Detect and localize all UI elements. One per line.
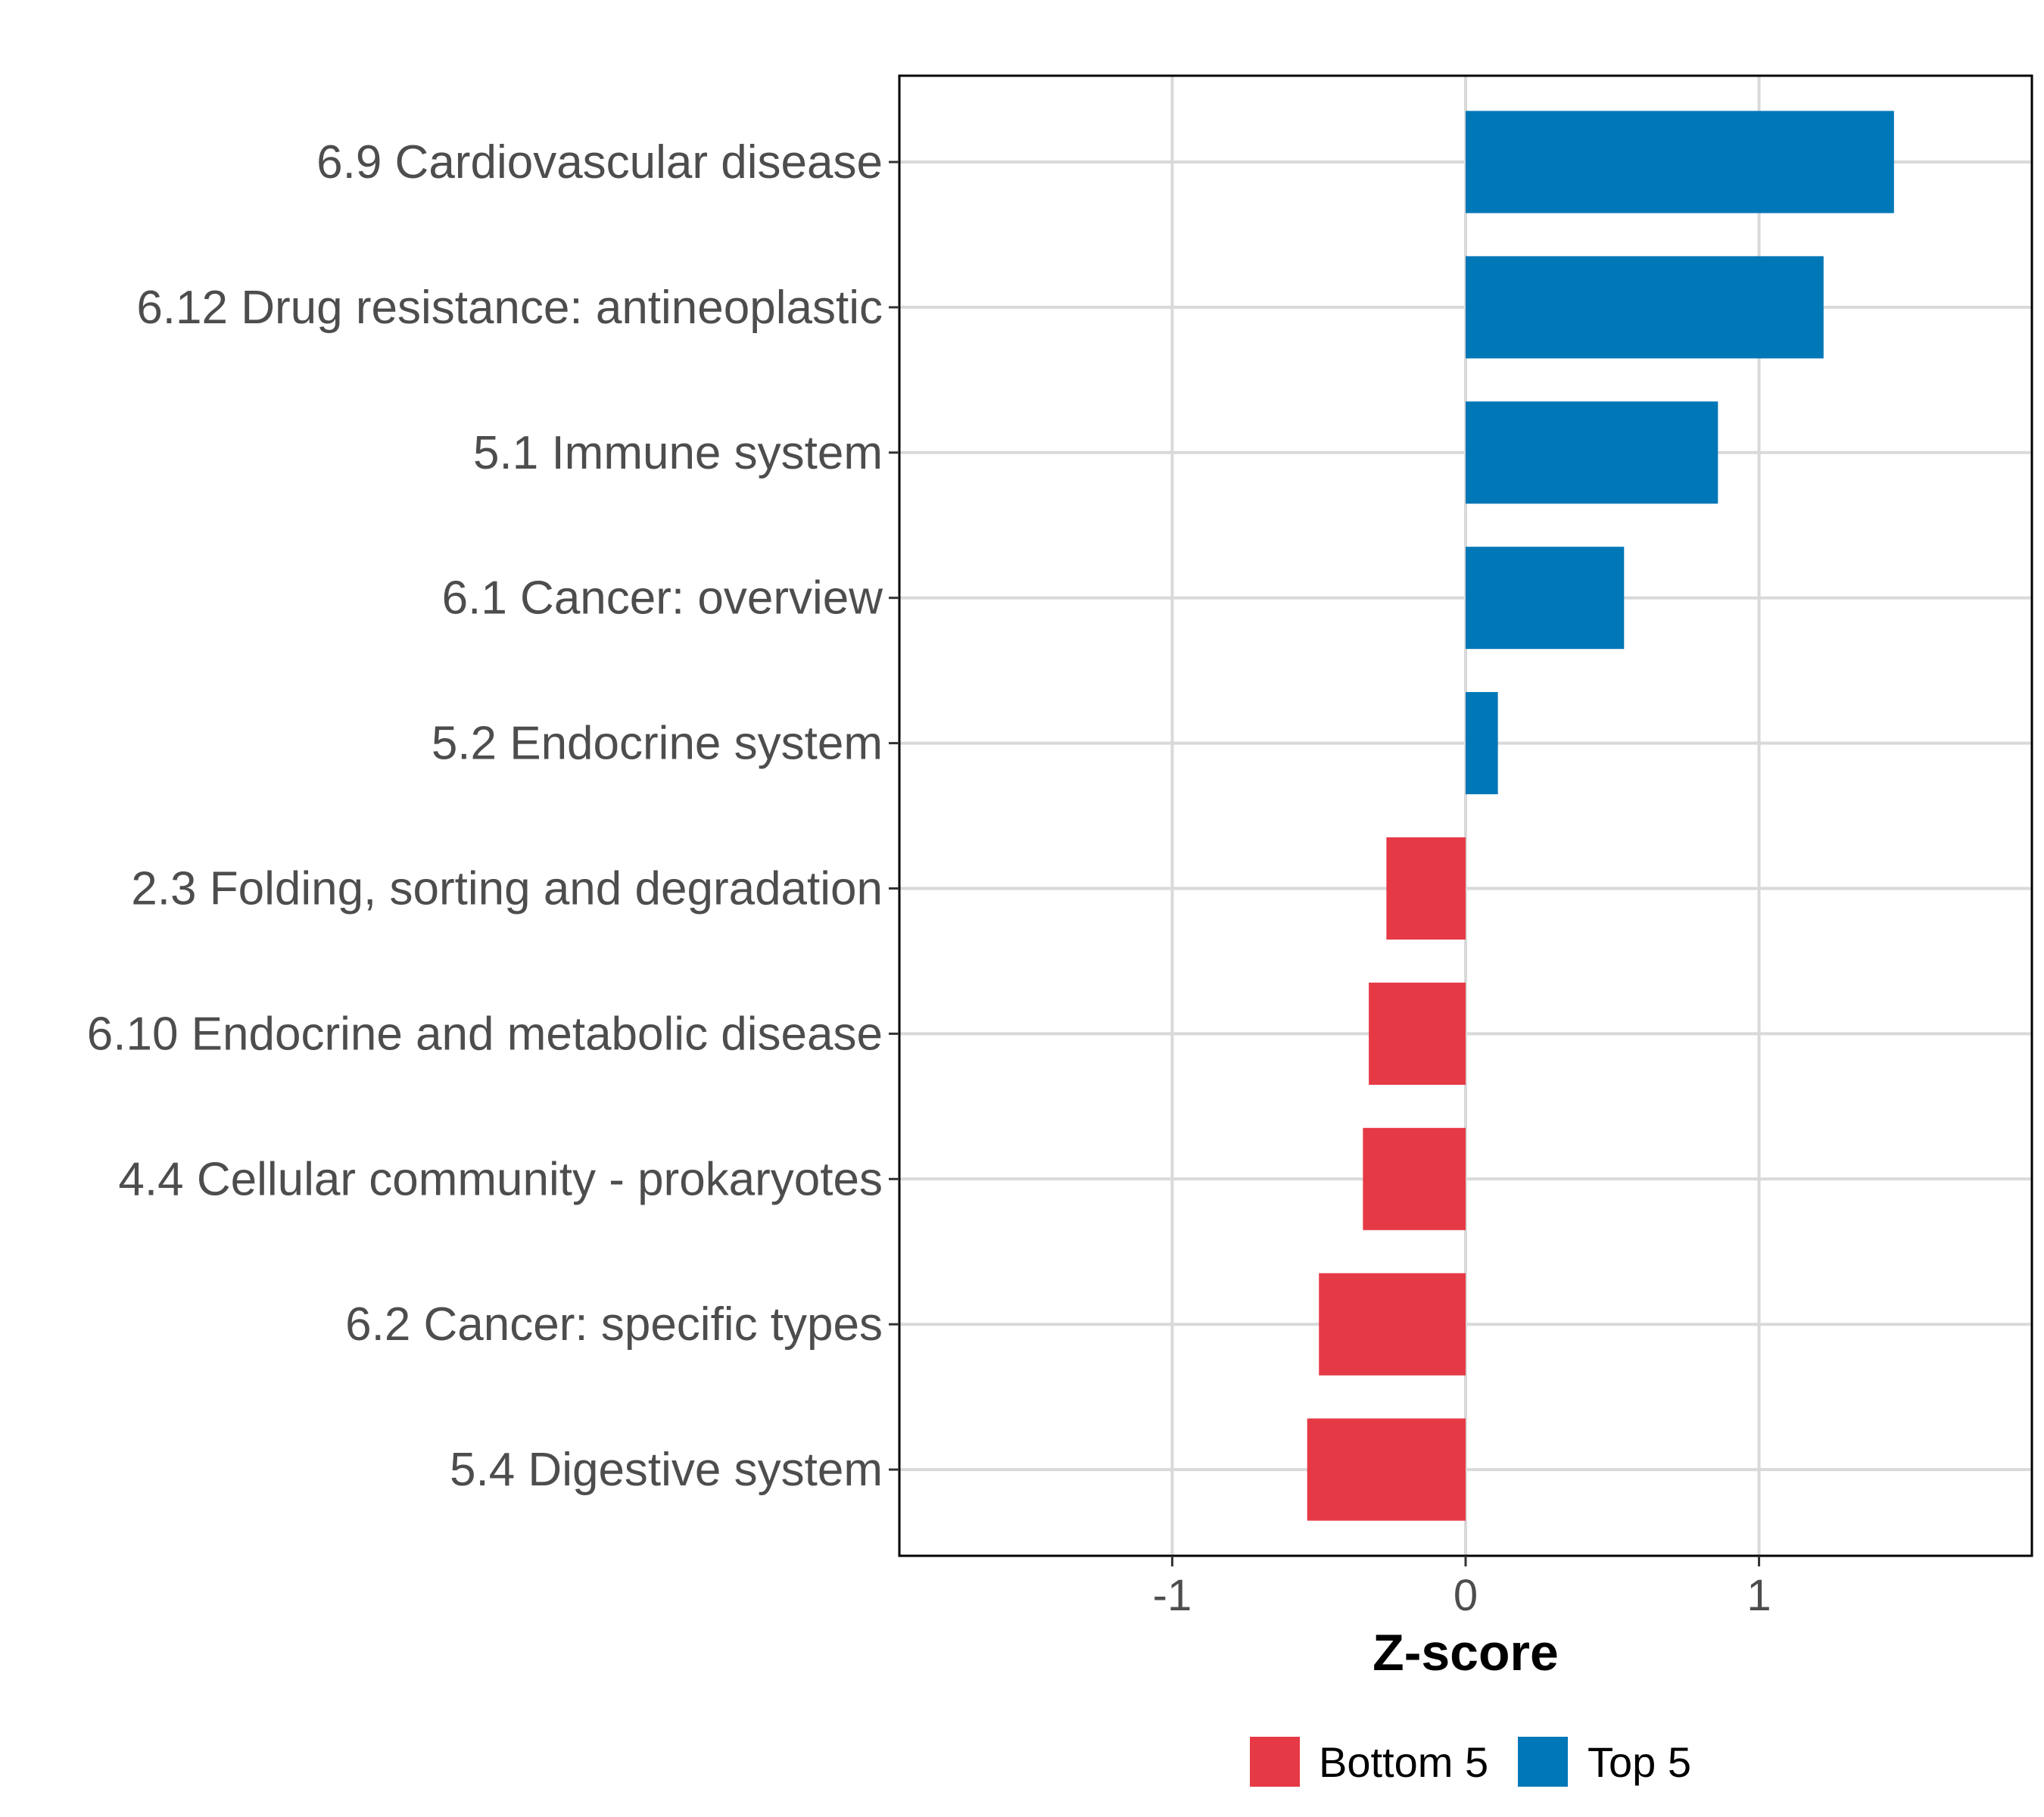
bar bbox=[1319, 1273, 1466, 1376]
legend-key-top5 bbox=[1518, 1737, 1568, 1787]
legend: Bottom 5 Top 5 bbox=[1250, 1737, 1691, 1787]
y-tick-label: 5.4 Digestive system bbox=[450, 1444, 883, 1496]
legend-label-bottom5: Bottom 5 bbox=[1319, 1738, 1488, 1786]
bars bbox=[1307, 111, 1894, 1521]
y-tick-label: 6.10 Endocrine and metabolic disease bbox=[87, 1008, 883, 1060]
bar bbox=[1466, 256, 1824, 359]
bar bbox=[1466, 547, 1625, 650]
x-axis-title: Z-score bbox=[1373, 1624, 1559, 1681]
x-tick-label: 0 bbox=[1454, 1571, 1478, 1620]
y-tick-label: 5.2 Endocrine system bbox=[432, 718, 883, 770]
bar bbox=[1466, 111, 1894, 213]
y-tick-label: 5.1 Immune system bbox=[473, 427, 883, 479]
y-tick-label: 6.12 Drug resistance: antineoplastic bbox=[136, 282, 883, 334]
bar bbox=[1369, 982, 1466, 1085]
y-tick-label: 6.9 Cardiovascular disease bbox=[316, 136, 883, 189]
bar bbox=[1307, 1418, 1466, 1521]
x-tick-label: 1 bbox=[1746, 1571, 1771, 1620]
x-axis-ticks: -1 0 1 bbox=[1153, 1556, 1771, 1620]
y-axis-labels: 6.9 Cardiovascular disease 6.12 Drug resi… bbox=[87, 136, 899, 1496]
bar bbox=[1386, 837, 1466, 940]
y-tick-label: 2.3 Folding, sorting and degradation bbox=[131, 863, 883, 915]
legend-label-top5: Top 5 bbox=[1588, 1738, 1691, 1786]
y-tick-label: 6.1 Cancer: overview bbox=[442, 572, 883, 625]
y-tick-label: 6.2 Cancer: specific types bbox=[345, 1298, 883, 1351]
x-tick-label: -1 bbox=[1153, 1571, 1192, 1620]
legend-key-bottom5 bbox=[1250, 1737, 1300, 1787]
bar bbox=[1363, 1127, 1466, 1230]
bar bbox=[1466, 692, 1498, 795]
y-tick-label: 4.4 Cellular community - prokaryotes bbox=[118, 1153, 883, 1205]
bar bbox=[1466, 401, 1718, 504]
